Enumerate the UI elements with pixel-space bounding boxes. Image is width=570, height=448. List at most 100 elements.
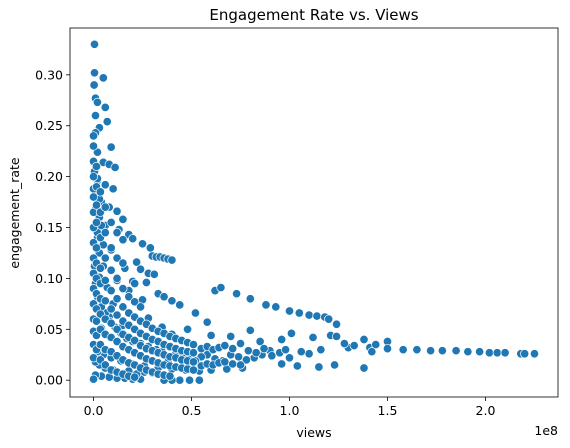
data-point [91,161,102,171]
data-point [308,332,318,342]
data-point [106,265,116,275]
data-point [137,239,148,249]
data-point [100,360,110,370]
y-tick-label: 0.05 [35,322,63,337]
data-point [194,375,204,385]
data-point [188,340,199,350]
data-point [426,346,436,356]
data-point [235,339,246,349]
data-point [100,102,110,112]
data-point [331,331,342,341]
data-point [228,344,238,354]
data-point [183,324,193,334]
data-point [206,330,216,340]
data-point [267,351,277,361]
y-tick-label: 0.10 [35,271,63,286]
data-point [112,228,122,238]
data-point [106,304,116,314]
data-point [100,275,110,285]
data-point [167,296,177,306]
data-point [89,80,99,90]
data-point [202,317,212,327]
x-tick-label: 1.5 [378,403,398,418]
data-point [145,243,155,253]
data-point [118,214,128,224]
data-point [112,336,122,347]
data-point [359,363,369,373]
data-point [451,346,461,356]
x-offset-label: 1e8 [534,423,558,438]
x-ticks: 0.0 0.5 1.0 1.5 2.0 [84,397,496,418]
data-point [292,361,302,371]
data-point [220,357,230,367]
data-point [141,277,151,288]
data-point [91,200,102,210]
data-point [277,334,287,345]
data-point [255,336,265,347]
data-point [106,286,116,296]
data-point [165,371,175,381]
y-axis-label: engagement_rate [7,157,22,268]
data-point [339,339,349,349]
data-point [91,316,102,326]
data-point [100,180,110,190]
data-point [324,314,334,324]
y-tick-label: 0.25 [35,118,63,133]
data-point [118,284,128,294]
data-point [95,263,105,273]
data-point [175,375,185,385]
data-point [284,353,295,363]
data-point [89,39,100,49]
data-point [118,302,128,312]
data-point [331,319,342,329]
data-point [167,255,177,265]
data-point [130,372,140,382]
data-point [296,347,306,357]
data-point [128,234,138,244]
data-point [259,344,269,354]
x-tick-label: 2.0 [476,403,496,418]
data-point [251,348,261,358]
data-point [277,359,287,369]
chart-title: Engagement Rate vs. Views [209,6,418,24]
data-point [520,349,530,359]
data-point [529,349,540,359]
data-point [228,359,238,369]
x-tick-label: 0.5 [182,403,202,418]
data-point [185,375,195,385]
data-point [243,346,253,356]
axes-layer [69,27,559,398]
data-point [88,374,99,384]
data-point [220,341,230,351]
data-point [136,302,146,312]
data-point [235,360,246,370]
data-point [95,187,105,197]
data-point [371,340,381,350]
data-point [261,300,271,310]
data-point [102,117,112,127]
data-point [175,300,185,310]
data-point [89,68,100,78]
y-tick-label: 0.20 [35,169,63,184]
data-point [304,349,314,359]
data-point [226,331,236,341]
data-point [492,348,502,358]
data-point [100,228,110,238]
data-point [100,202,110,212]
data-point [245,325,255,335]
data-point [88,192,99,202]
y-ticks: 0.00 0.05 0.10 0.15 0.20 0.25 0.30 [35,67,70,388]
data-point [330,360,340,370]
data-point [118,258,128,268]
data-point [304,310,314,320]
data-point [241,355,251,365]
data-point [112,253,122,263]
data-point [188,348,199,358]
data-point [92,97,102,107]
data-point [88,172,99,182]
y-tick-label: 0.00 [35,373,63,388]
data-point [232,289,242,299]
data-point [245,294,255,304]
data-point [90,110,101,121]
